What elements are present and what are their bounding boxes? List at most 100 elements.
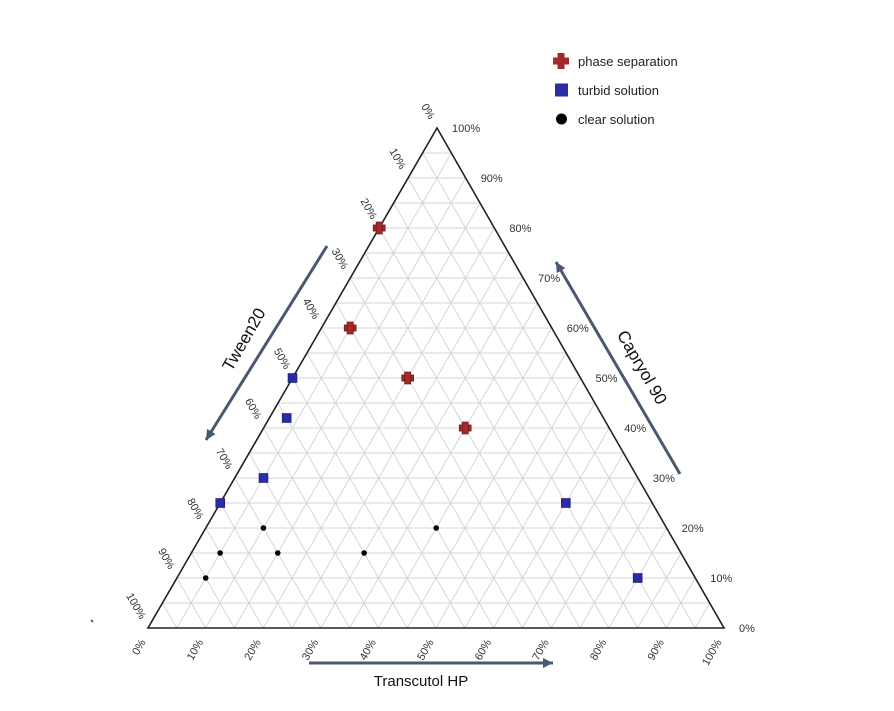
tick-label-left: 20% [358,196,380,221]
legend-marker-phase-separation [553,53,569,69]
gridline-bottom [435,377,581,629]
gridline-left [277,402,408,629]
data-points [202,221,643,583]
tick-label-top: 50% [596,373,618,385]
left-axis-title: Tween20 [219,305,270,374]
gridline-left [190,552,235,629]
stray-mark [90,619,94,623]
point-clear-solution [217,550,223,556]
point-phase-separation-v [404,371,412,385]
tick-label-left: 40% [300,296,322,321]
point-phase-separation-v [461,421,469,435]
gridline-bottom [349,302,538,629]
tick-label-left: 70% [213,446,235,471]
axis-title-right: Capryol 90 [613,327,671,408]
tick-label-top: 80% [509,223,531,235]
tick-label-top: 100% [452,123,480,135]
point-turbid-solution [281,413,292,423]
legend-marker-turbid-solution [555,83,568,97]
tick-label-bottom: 0% [130,637,148,657]
point-phase-separation [458,421,472,435]
tick-label-left: 80% [184,496,206,521]
tick-label-top: 70% [538,273,560,285]
point-turbid-solution [561,498,571,508]
legend-label-clear-solution: clear solution [578,112,655,127]
point-turbid-solution [632,573,643,583]
tick-label-top: 20% [682,523,704,535]
tick-label-left: 0% [418,102,436,122]
legend-icon-v [557,53,565,69]
arrow-bottom [309,658,553,668]
gridline-left [335,302,523,629]
tick-label-top: 30% [653,473,675,485]
point-turbid-solution [215,498,226,508]
point-turbid-solution [258,473,269,483]
gridline-bottom [464,402,596,629]
tick-label-left: 90% [155,546,177,571]
tick-label-bottom: 100% [700,637,725,668]
tick-label-left: 100% [123,591,148,622]
point-turbid-solution [287,373,298,383]
tick-label-bottom: 90% [646,637,668,662]
point-phase-separation [343,321,357,335]
legend-icon-clear-solution [556,113,567,125]
axis-arrows [204,245,682,668]
tick-label-bottom: 40% [358,637,380,662]
tick-label-bottom: 50% [415,637,437,662]
point-clear-solution [260,525,267,531]
tick-label-bottom: 10% [185,637,207,662]
tick-label-bottom: 30% [300,637,322,662]
tick-label-left: 30% [329,246,351,271]
gridline-bottom [176,152,452,629]
gridline-left [364,252,581,629]
legend-label-phase-separation: phase separation [578,54,678,69]
tick-label-bottom: 60% [473,637,495,662]
tick-label-bottom: 80% [588,637,610,662]
arrow-left-head [206,428,216,440]
top-axis-title: Capryol 90 [613,327,671,408]
gridline-bottom [233,202,481,629]
gridline-bottom [406,352,567,629]
tick-label-left: 50% [271,346,293,371]
gridline-bottom [637,552,682,629]
legend-marker-clear-solution [556,113,567,125]
gridline-left [306,352,466,629]
gridline-left [422,152,696,629]
legend: phase separation turbid solution clear s… [553,53,678,127]
point-phase-separation-v [375,221,383,235]
arrow-right [554,261,682,475]
tick-label-left: 10% [386,146,408,171]
point-clear-solution [361,550,367,556]
tick-label-top: 10% [710,573,732,585]
gridline-left [393,202,639,629]
gridline-left [263,427,379,629]
tick-label-top: 60% [567,323,589,335]
point-clear-solution [202,575,209,581]
legend-icon-turbid-solution [555,83,568,97]
tick-label-bottom: 70% [530,637,552,662]
point-phase-separation [401,371,415,385]
gridline-left [162,602,178,629]
gridline-left [176,577,207,629]
arrow-left-shaft [204,245,329,441]
tick-label-top: 40% [624,423,646,435]
gridline-bottom [291,252,510,629]
axis-title-left: Tween20 [219,305,270,374]
gridline-bottom [665,577,696,629]
legend-label-turbid-solution: turbid solution [578,83,659,98]
bottom-axis-title: Transcutol HP [374,673,468,690]
tick-label-top: 0% [739,623,755,635]
tick-label-left: 60% [242,396,264,421]
point-clear-solution [433,525,440,531]
legend-icon-phase-separation [553,53,569,69]
arrow-right-head [556,262,566,274]
gridline-bottom [579,502,653,629]
gridline-bottom [694,602,711,629]
gridline-bottom [550,477,639,629]
grid [162,152,711,629]
point-phase-separation [372,221,386,235]
gridline-left [292,377,437,629]
gridline-left [219,502,293,629]
arrow-bottom-head [543,658,553,668]
